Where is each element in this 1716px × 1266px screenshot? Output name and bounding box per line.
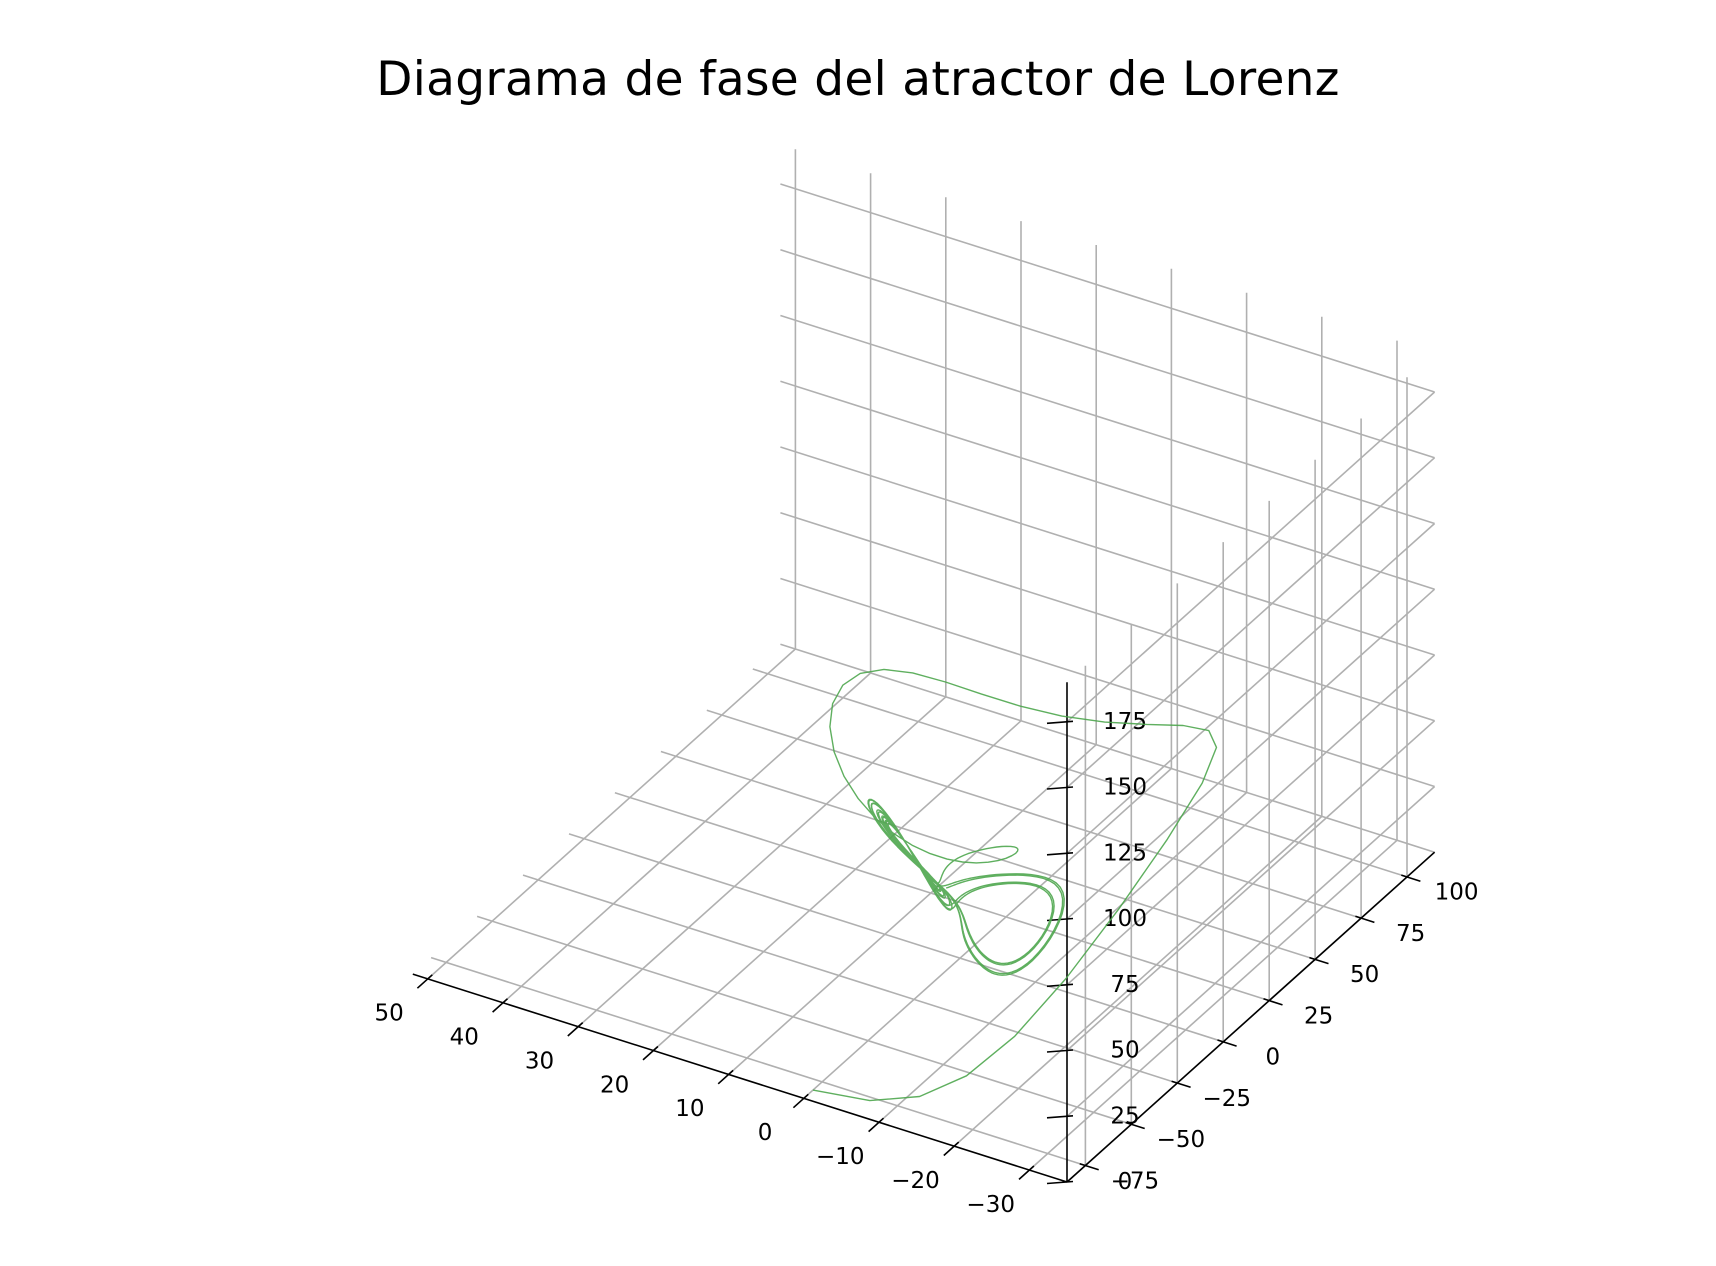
y-tick [1355, 915, 1375, 924]
axes: −30 −20 −10 0 10 20 30 40 50 −75 −50 −25 0 25 50 75 100 0… [374, 682, 1479, 1218]
grid-line-z-side [1066, 785, 1436, 1117]
y-tick-label: 75 [1396, 921, 1425, 947]
x-tick [1018, 1165, 1035, 1180]
x-tick [492, 998, 509, 1013]
z-tick-label: 75 [1110, 972, 1139, 998]
grid-line-x-floor [1028, 839, 1398, 1171]
y-tick [1125, 1121, 1145, 1130]
grid-lines [427, 149, 1436, 1183]
x-tick [868, 1117, 885, 1133]
grid-line-z-side [1066, 457, 1436, 789]
grid-line-y-floor [522, 874, 1178, 1084]
grid-line-x-floor [577, 696, 947, 1028]
grid-line-z-side [1066, 391, 1436, 723]
y-tick [1171, 1080, 1191, 1089]
z-tick [1046, 1115, 1074, 1119]
z-tick-label: 150 [1103, 775, 1147, 801]
x-tick-label: 10 [675, 1096, 704, 1122]
x-tick-label: 0 [758, 1120, 773, 1146]
grid-line-z-back [780, 446, 1435, 656]
x-tick-label: −10 [816, 1144, 865, 1170]
grid-line-z-side [1066, 720, 1436, 1052]
grid-line-z-back [780, 183, 1435, 393]
grid-line-z-side [1066, 522, 1436, 854]
grid-line-x-floor [953, 815, 1323, 1147]
z-tick [1046, 1180, 1074, 1185]
z-tick-label: 25 [1110, 1103, 1139, 1129]
y-tick [1217, 1039, 1237, 1047]
x-tick [943, 1141, 960, 1157]
grid-line-x-floor [427, 648, 796, 980]
y-tick [1079, 1162, 1099, 1171]
z-tick [1046, 852, 1074, 856]
grid-line-x-floor [502, 672, 872, 1004]
grid-line-z-back [780, 512, 1435, 722]
z-tick-label: 50 [1110, 1038, 1139, 1064]
y-tick [1309, 956, 1329, 965]
z-tick [1046, 786, 1074, 790]
chart-title: Diagrama de fase del atractor de Lorenz [376, 52, 1340, 107]
y-tick-label: 50 [1350, 962, 1379, 988]
y-tick-label: 0 [1265, 1045, 1280, 1071]
grid-line-z-back [780, 577, 1435, 788]
y-tick-label: −25 [1203, 1086, 1252, 1112]
grid-line-y-floor [430, 956, 1086, 1167]
y-tick [1401, 874, 1421, 882]
x-tick [416, 974, 433, 989]
z-tick [1046, 720, 1074, 725]
x-tick [717, 1069, 734, 1085]
series-line-lorenz [812, 668, 1218, 1102]
grid-line-y-floor [752, 668, 1408, 878]
z-tick [1046, 1049, 1074, 1053]
grid-line-z-side [1066, 588, 1436, 920]
x-tick-label: 20 [600, 1072, 629, 1098]
y-tick-label: 100 [1435, 880, 1479, 906]
y-tick [1263, 998, 1283, 1006]
x-tick-label: −30 [966, 1192, 1015, 1218]
y-tick-label: 25 [1304, 1003, 1333, 1029]
y-axis-line [1066, 851, 1436, 1183]
grid-line-z-back [780, 314, 1435, 525]
z-tick-label: 0 [1118, 1169, 1133, 1195]
y-tick-label: −50 [1157, 1127, 1206, 1153]
grid-line-y-floor [476, 915, 1132, 1126]
x-axis-line [412, 973, 1068, 1183]
grid-line-x-floor [728, 744, 1097, 1076]
x-tick [567, 1022, 584, 1037]
grid-line-y-floor [706, 709, 1362, 919]
x-tick-label: 50 [374, 1001, 403, 1027]
grid-line-x-floor [652, 720, 1022, 1052]
z-tick-label: 125 [1103, 840, 1147, 866]
x-tick-label: 40 [450, 1025, 479, 1051]
x-tick-label: −20 [891, 1168, 940, 1194]
y-tick-label: −75 [1111, 1168, 1160, 1194]
grid-line-x-floor [878, 791, 1248, 1123]
z-tick-label: 100 [1103, 906, 1147, 932]
x-tick [792, 1093, 809, 1109]
x-tick [642, 1045, 659, 1061]
grid-line-z-back [780, 380, 1435, 590]
grid-line-x-floor [803, 767, 1172, 1099]
grid-line-z-side [1066, 654, 1436, 986]
x-tick-label: 30 [525, 1048, 554, 1074]
grid-line-z-back [780, 249, 1435, 459]
